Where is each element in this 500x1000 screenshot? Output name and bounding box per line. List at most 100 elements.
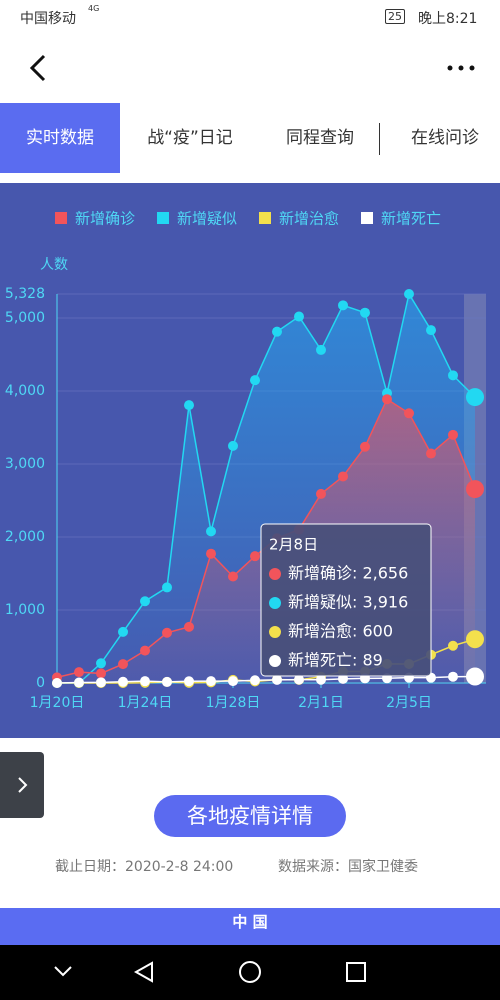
data-point bbox=[466, 480, 484, 499]
data-point bbox=[228, 571, 238, 582]
data-point bbox=[272, 326, 282, 337]
data-point bbox=[206, 548, 216, 559]
back-button[interactable] bbox=[29, 54, 46, 82]
data-point bbox=[140, 676, 150, 687]
tab[interactable]: 实时数据 bbox=[0, 103, 120, 173]
nav-home[interactable] bbox=[239, 961, 261, 983]
data-point bbox=[360, 441, 370, 452]
x-tick-label: 1月24日 bbox=[118, 695, 173, 711]
carrier: 中国移动 bbox=[20, 11, 76, 27]
data-point bbox=[316, 488, 326, 499]
data-point bbox=[316, 344, 326, 355]
x-tick-label: 2月5日 bbox=[386, 695, 432, 711]
tab[interactable]: 在线问诊 bbox=[411, 128, 479, 148]
data-point bbox=[96, 658, 106, 669]
tooltip-swatch bbox=[269, 626, 281, 638]
data-point bbox=[96, 677, 106, 688]
y-tick-label: 0 bbox=[36, 675, 45, 691]
x-tick-label: 1月28日 bbox=[206, 695, 261, 711]
data-point bbox=[140, 596, 150, 607]
legend-swatch bbox=[259, 212, 271, 224]
tooltip-line: 新增治愈: 600 bbox=[288, 622, 393, 641]
tab[interactable]: 同程查询 bbox=[286, 128, 354, 148]
data-point bbox=[404, 408, 414, 419]
data-point bbox=[382, 394, 392, 405]
battery: 25 bbox=[385, 9, 405, 24]
legend-label: 新增疑似 bbox=[177, 210, 237, 228]
x-tick-label: 1月20日 bbox=[30, 695, 85, 711]
data-point bbox=[404, 289, 414, 299]
data-point bbox=[250, 675, 260, 686]
banner: 中 国 bbox=[0, 908, 500, 945]
series-line bbox=[57, 292, 476, 684]
more-button[interactable] bbox=[447, 65, 475, 71]
data-point bbox=[250, 551, 260, 562]
data-point bbox=[466, 667, 484, 686]
x-tick-label: 2月1日 bbox=[298, 695, 344, 711]
chart: 人数 0 1,000 2,000 3,000 4,000 5,000 5,328 1月20日 1… bbox=[0, 183, 500, 738]
tooltip-title: 2月8日 bbox=[269, 536, 318, 554]
tab[interactable]: 战“疫”日记 bbox=[147, 128, 233, 148]
y-axis-label: 人数 bbox=[40, 257, 68, 273]
legend-swatch bbox=[361, 212, 373, 224]
data-point bbox=[294, 674, 304, 685]
data-point bbox=[162, 676, 172, 687]
y-tick-label: 1,000 bbox=[5, 602, 45, 618]
data-point bbox=[466, 630, 484, 649]
footer-date: 截止日期：2020-2-8 24:00 bbox=[55, 859, 234, 875]
side-toggle[interactable] bbox=[0, 752, 44, 818]
tooltip-swatch bbox=[269, 655, 281, 667]
data-point bbox=[228, 676, 238, 687]
data-point bbox=[228, 440, 238, 451]
data-point bbox=[338, 471, 348, 482]
data-point bbox=[184, 676, 194, 687]
detail-button[interactable]: 各地疫情详情 bbox=[154, 795, 346, 837]
data-point bbox=[316, 674, 326, 685]
legend-label: 新增治愈 bbox=[279, 210, 339, 228]
data-point bbox=[250, 375, 260, 386]
data-point bbox=[162, 582, 172, 593]
nav-back[interactable] bbox=[133, 961, 153, 983]
data-point bbox=[118, 626, 128, 637]
tooltip-box bbox=[260, 523, 432, 677]
legend-label: 新增确诊 bbox=[75, 210, 135, 228]
system-nav bbox=[0, 945, 500, 1000]
data-point bbox=[448, 671, 458, 682]
tab-bar: 实时数据 战“疫”日记 同程查询 在线问诊 bbox=[0, 103, 500, 173]
footer-source: 数据来源：国家卫健委 bbox=[278, 859, 418, 875]
network: 4G bbox=[88, 4, 100, 13]
tooltip-swatch bbox=[269, 597, 281, 609]
y-tick-label: 5,000 bbox=[5, 310, 45, 326]
data-point bbox=[448, 429, 458, 440]
data-point bbox=[448, 370, 458, 381]
y-tick-label: 2,000 bbox=[5, 529, 45, 545]
y-tick-label: 4,000 bbox=[5, 383, 45, 399]
status-bar: 中国移动 4G 25 晚上8:21 bbox=[0, 0, 500, 36]
data-point bbox=[118, 659, 128, 670]
data-point bbox=[466, 388, 484, 407]
data-point bbox=[118, 676, 128, 687]
nav-down[interactable] bbox=[54, 966, 72, 977]
data-point bbox=[184, 621, 194, 632]
data-point bbox=[52, 678, 62, 688]
data-point bbox=[206, 526, 216, 537]
tooltip-line: 新增死亡: 89 bbox=[288, 651, 383, 670]
legend-swatch bbox=[157, 212, 169, 224]
data-point bbox=[426, 325, 436, 336]
y-tick-label: 3,000 bbox=[5, 456, 45, 472]
data-point bbox=[184, 400, 194, 411]
time: 晚上8:21 bbox=[418, 11, 478, 27]
data-point bbox=[74, 667, 84, 678]
tooltip-line: 新增确诊: 2,656 bbox=[288, 564, 408, 583]
tooltip-swatch bbox=[269, 568, 281, 580]
nav-recent[interactable] bbox=[346, 962, 366, 982]
data-point bbox=[272, 674, 282, 685]
data-point bbox=[338, 300, 348, 311]
data-point bbox=[74, 677, 84, 688]
data-point bbox=[140, 645, 150, 656]
data-point bbox=[162, 627, 172, 638]
data-point bbox=[360, 307, 370, 318]
data-point bbox=[206, 676, 216, 687]
